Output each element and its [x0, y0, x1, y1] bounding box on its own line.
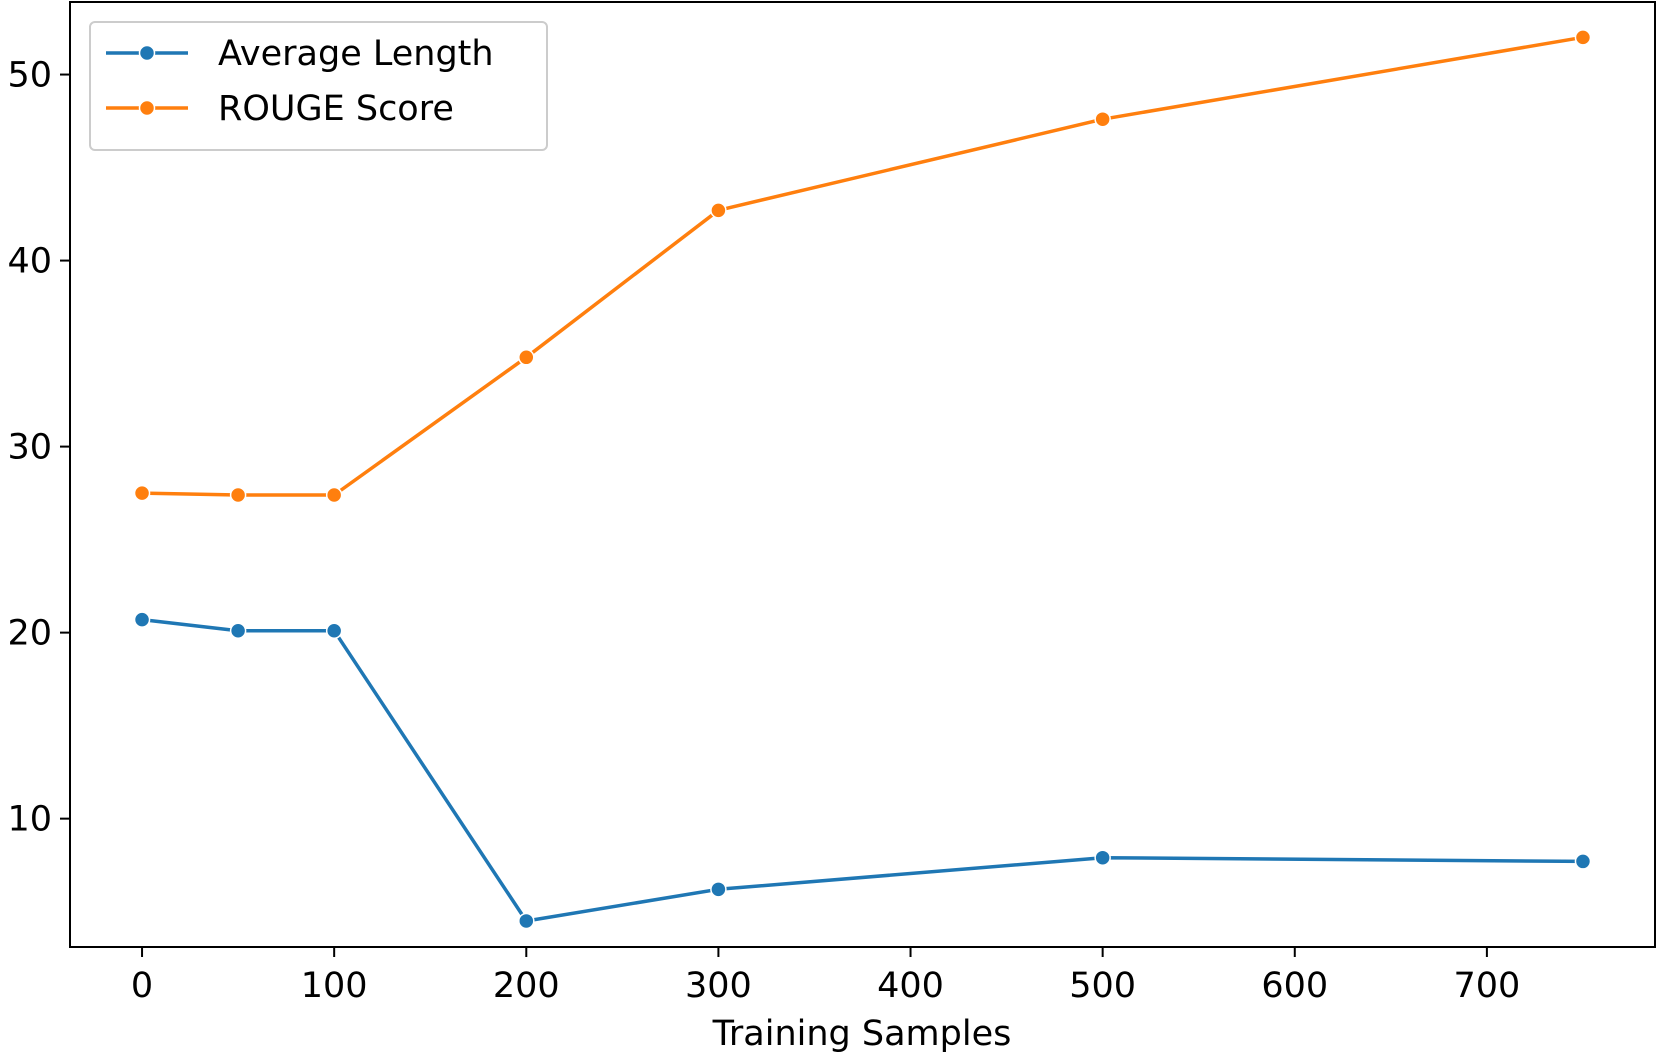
legend-item-average-length: Average Length [106, 34, 494, 74]
x-tick-label: 700 [1453, 966, 1520, 1006]
data-point-rouge-score [229, 486, 247, 504]
data-point-rouge-score [325, 486, 343, 504]
data-point-average-length [325, 622, 343, 640]
data-point-average-length [229, 622, 247, 640]
series-line-average-length [140, 617, 1585, 923]
x-tick-label: 0 [131, 966, 153, 1006]
data-point-average-length [710, 881, 727, 898]
x-tick-label: 100 [301, 966, 368, 1006]
x-tick-label: 400 [877, 966, 944, 1006]
x-axis: 0 100 200 300 400 500 600 700 [131, 947, 1520, 1006]
data-point-average-length [1574, 853, 1592, 870]
y-axis: 10 20 30 40 50 [7, 56, 70, 840]
data-point-rouge-score [1094, 110, 1111, 128]
legend-item-rouge-score: ROUGE Score [106, 89, 454, 129]
data-point-rouge-score [710, 202, 727, 219]
data-point-average-length [133, 611, 151, 628]
x-tick-label: 600 [1261, 966, 1328, 1006]
data-point-average-length [518, 912, 535, 930]
legend-frame [89, 21, 548, 151]
x-tick-label: 500 [1069, 966, 1136, 1006]
legend-label-rouge-score: ROUGE Score [218, 89, 454, 129]
y-tick-label: 20 [7, 614, 52, 654]
legend-label-average-length: Average Length [218, 34, 494, 74]
legend: Average Length ROUGE Score [89, 21, 548, 151]
x-axis-label: Training Samples [712, 1014, 1012, 1054]
series-layer [133, 29, 1592, 930]
legend-marker-rouge-score [138, 99, 156, 117]
y-tick-label: 10 [7, 800, 52, 840]
data-point-rouge-score [518, 349, 535, 366]
y-tick-label: 30 [7, 428, 52, 468]
plot-frame [69, 1, 1656, 948]
data-point-rouge-score [1574, 29, 1592, 46]
y-tick-label: 40 [7, 242, 52, 282]
x-tick-label: 200 [493, 966, 560, 1006]
y-tick-label: 50 [7, 56, 52, 96]
legend-marker-average-length [138, 44, 156, 62]
data-point-rouge-score [133, 484, 151, 502]
x-tick-label: 300 [685, 966, 752, 1006]
data-point-average-length [1094, 849, 1111, 866]
